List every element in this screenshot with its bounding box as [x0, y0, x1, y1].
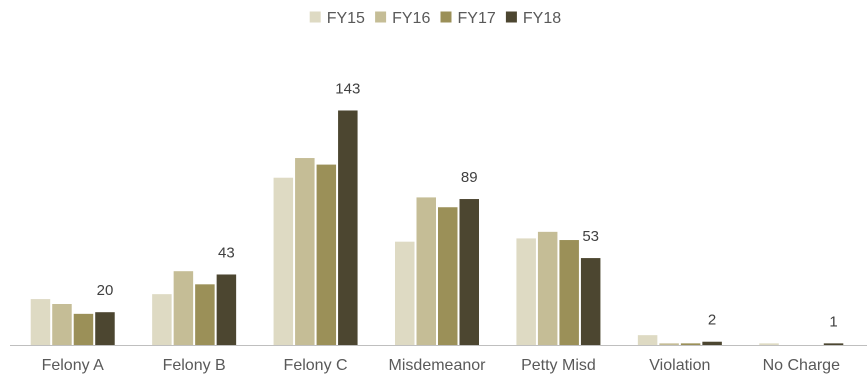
x-tick-labels: Felony A Felony B Felony C Misdemeanor Petty… [42, 357, 840, 374]
bars [30, 110, 844, 345]
bar-fy18-felony-b [216, 274, 237, 345]
legend-label-fy17: FY17 [458, 10, 496, 27]
bar-fy17-petty-misd [559, 240, 579, 345]
legend-swatch-fy16 [375, 11, 387, 23]
bar-fy16-misdemeanor [416, 197, 436, 345]
bar-fy16-violation [659, 343, 679, 345]
bar-fy16-felony-b [173, 271, 194, 345]
legend-swatch-fy18 [505, 11, 517, 23]
data-label-no-charge: 1 [829, 313, 837, 330]
bar-fy17-felony-c [316, 164, 337, 345]
bar-fy18-felony-c [338, 110, 358, 345]
bar-fy15-violation [637, 335, 658, 345]
data-label-petty-misd: 53 [582, 228, 599, 245]
legend-item-fy15: FY15 [309, 10, 365, 27]
legend-item-fy18: FY18 [505, 10, 561, 27]
x-tick-label-petty-misd: Petty Misd [521, 357, 596, 374]
x-tick-label-violation: Violation [649, 357, 710, 374]
bar-fy16-felony-a [52, 304, 72, 345]
legend: FY15 FY16 FY17 FY18 [309, 10, 561, 27]
bar-fy18-no-charge [823, 343, 844, 345]
data-label-felony-b: 43 [218, 244, 235, 261]
bar-fy18-felony-a [95, 312, 115, 345]
bar-fy16-petty-misd [537, 231, 558, 345]
legend-label-fy18: FY18 [523, 10, 561, 27]
bar-fy17-misdemeanor [438, 207, 458, 345]
bar-fy17-felony-b [195, 284, 215, 345]
bar-fy17-felony-a [73, 313, 94, 345]
legend-label-fy16: FY16 [392, 10, 430, 27]
x-tick-label-felony-c: Felony C [284, 357, 348, 374]
bar-fy15-felony-b [152, 294, 172, 345]
x-tick-label-misdemeanor: Misdemeanor [389, 357, 487, 374]
data-label-felony-a: 20 [97, 282, 114, 299]
x-tick-label-felony-b: Felony B [163, 357, 226, 374]
legend-swatch-fy15 [309, 11, 321, 23]
bar-fy18-petty-misd [580, 258, 601, 345]
x-tick-label-no-charge: No Charge [763, 357, 840, 374]
legend-swatch-fy17 [440, 11, 452, 23]
legend-label-fy15: FY15 [327, 10, 365, 27]
bar-fy16-felony-c [295, 158, 315, 345]
legend-item-fy16: FY16 [375, 10, 430, 27]
data-label-misdemeanor: 89 [461, 169, 478, 186]
bar-fy17-violation [680, 343, 701, 345]
data-label-felony-c: 143 [335, 80, 360, 97]
data-label-violation: 2 [708, 312, 716, 329]
bar-fy18-misdemeanor [459, 199, 479, 345]
data-labels: 20 43 143 89 53 2 1 [97, 80, 838, 330]
bar-fy15-no-charge [759, 343, 779, 345]
bar-fy15-petty-misd [516, 238, 536, 345]
bar-fy15-felony-a [30, 299, 51, 345]
legend-item-fy17: FY17 [440, 10, 496, 27]
x-tick-label-felony-a: Felony A [42, 357, 105, 374]
bar-fy18-violation [702, 341, 722, 345]
bar-fy15-misdemeanor [395, 241, 415, 345]
bar-fy15-felony-c [273, 177, 294, 345]
